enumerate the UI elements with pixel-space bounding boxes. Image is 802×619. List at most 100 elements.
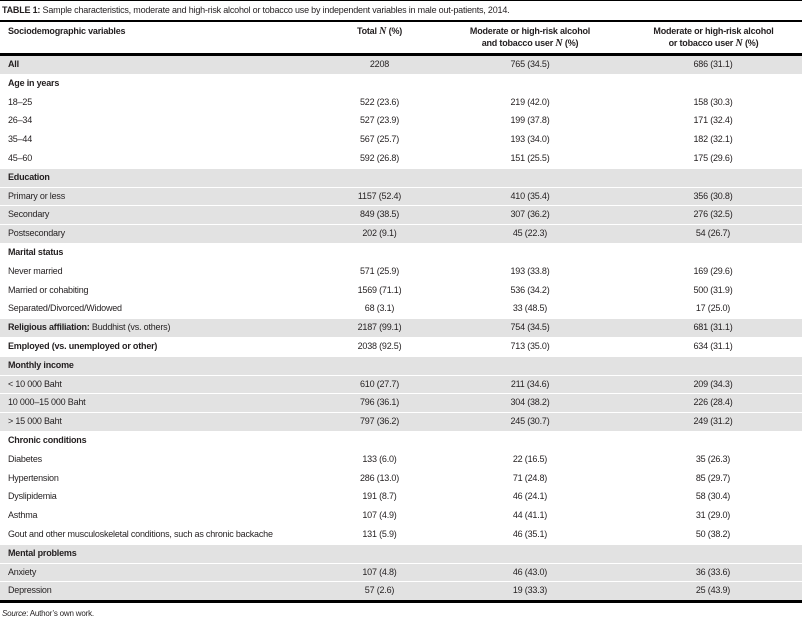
cell-value: 209 (34.3) (693, 378, 733, 389)
section-label: Mental problems (8, 547, 77, 558)
table-row: Employed (vs. unemployed or other) 2038 (… (0, 337, 802, 357)
table-row: Secondary 849 (38.5) 307 (36.2) 276 (32.5) (0, 205, 802, 225)
row-label: Postsecondary (8, 228, 65, 239)
table-row: All 2208 765 (34.5) 686 (31.1) (0, 54, 802, 75)
cell-value: 610 (27.7) (359, 378, 400, 389)
row-label: Secondary (8, 209, 50, 220)
table-row: Asthma 107 (4.9) 44 (41.1) 31 (29.0) (0, 507, 802, 526)
cell-value: 107 (4.9) (362, 510, 397, 521)
cell-value (457, 74, 603, 93)
section-label: Age in years (8, 77, 60, 88)
cell-value (603, 168, 802, 187)
row-label: Asthma (8, 510, 38, 521)
table-row: Hypertension 286 (13.0) 71 (24.8) 85 (29.7) (0, 469, 802, 488)
section-label: Marital status (8, 246, 64, 257)
cell-value: 151 (25.5) (510, 152, 550, 163)
row-label: Depression (8, 585, 52, 596)
table-row: 18–25 522 (23.6) 219 (42.0) 158 (30.3) (0, 93, 802, 112)
row-label: 35–44 (8, 134, 33, 145)
cell-value (302, 356, 457, 375)
math-n-symbol: N (735, 37, 743, 49)
cell-value: 131 (5.9) (362, 528, 397, 539)
math-n-symbol: N (555, 37, 563, 49)
cell-value: 33 (48.5) (512, 303, 548, 314)
row-label: Employed (vs. unemployed or other) (8, 340, 158, 351)
row-label: Religious affiliation: Buddhist (vs. oth… (8, 322, 171, 333)
table-body: All 2208 765 (34.5) 686 (31.1) Age in years 1… (0, 54, 802, 602)
cell-value: 1157 (52.4) (357, 190, 402, 201)
cell-value: 58 (30.4) (695, 491, 731, 502)
cell-value: 2187 (99.1) (357, 322, 402, 333)
col-header-total: Total N (%) (302, 22, 457, 56)
cell-value: 50 (38.2) (695, 528, 731, 539)
cell-value: 500 (31.9) (693, 284, 733, 295)
cell-value: 158 (30.3) (693, 96, 733, 107)
row-label: > 15 000 Baht (8, 416, 62, 427)
cell-value: 249 (31.2) (693, 416, 733, 427)
cell-value: 356 (30.8) (693, 190, 733, 201)
cell-value: 410 (35.4) (510, 190, 550, 201)
row-label: Gout and other musculoskeletal condition… (8, 528, 273, 539)
cell-value: 796 (36.1) (359, 397, 400, 408)
cell-value: 2208 (369, 59, 390, 69)
cell-value (302, 431, 457, 450)
source-label: Source (2, 609, 27, 619)
cell-value (603, 356, 802, 375)
cell-value: 182 (32.1) (693, 134, 733, 145)
table-row: Anxiety 107 (4.8) 46 (43.0) 36 (33.6) (0, 563, 802, 582)
cell-value: 107 (4.8) (362, 566, 397, 577)
cell-value (302, 544, 457, 563)
cell-value: 634 (31.1) (693, 340, 733, 351)
data-table: Sociodemographic variables Total N (%) M… (0, 22, 802, 603)
table-row: Dyslipidemia 191 (8.7) 46 (24.1) 58 (30.4) (0, 488, 802, 507)
cell-value: 193 (33.8) (510, 265, 550, 276)
section-label: Education (8, 171, 50, 182)
table-row: Religious affiliation: Buddhist (vs. oth… (0, 318, 802, 338)
cell-value: 25 (43.9) (695, 585, 731, 596)
cell-value: 686 (31.1) (693, 59, 733, 69)
cell-value: 286 (13.0) (359, 472, 400, 483)
cell-value: 31 (29.0) (695, 510, 731, 521)
cell-value: 527 (23.9) (359, 115, 400, 126)
cell-value: 849 (38.5) (359, 209, 400, 220)
row-label: Married or cohabiting (8, 284, 89, 295)
cell-value: 36 (33.6) (695, 566, 731, 577)
cell-value: 307 (36.2) (510, 209, 550, 220)
cell-value: 211 (34.6) (510, 378, 550, 389)
cell-value: 169 (29.6) (693, 265, 733, 276)
cell-value: 85 (29.7) (695, 472, 731, 483)
cell-value: 57 (2.6) (364, 585, 395, 596)
cell-value: 571 (25.9) (359, 265, 400, 276)
section-header-row: Age in years (0, 74, 802, 94)
table-row: Married or cohabiting 1569 (71.1) 536 (34.… (0, 281, 802, 300)
table-row: 10 000–15 000 Baht 796 (36.1) 304 (38.2) 22… (0, 393, 802, 413)
cell-value: 681 (31.1) (693, 322, 733, 333)
cell-value: 567 (25.7) (359, 134, 400, 145)
col-header-alcohol-or-tobacco: Moderate or high-risk alcohol or tobacco… (603, 22, 802, 56)
cell-value: 133 (6.0) (362, 453, 397, 464)
cell-value (457, 431, 603, 450)
row-label: < 10 000 Baht (8, 378, 62, 389)
cell-value (603, 431, 802, 450)
section-label: Monthly income (8, 359, 74, 370)
cell-value (457, 168, 603, 187)
section-header-row: Chronic conditions (0, 431, 802, 451)
cell-value: 199 (37.8) (510, 115, 550, 126)
cell-value: 175 (29.6) (693, 152, 733, 163)
source-text: : Author’s own work. (26, 609, 94, 619)
col-header-variables: Sociodemographic variables (0, 22, 302, 56)
cell-value: 45 (22.3) (512, 228, 548, 239)
table-row: Diabetes 133 (6.0) 22 (16.5) 35 (26.3) (0, 450, 802, 470)
row-label: 10 000–15 000 Baht (8, 397, 86, 408)
cell-value: 536 (34.2) (510, 284, 550, 295)
table-row: > 15 000 Baht 797 (36.2) 245 (30.7) 249 (31… (0, 412, 802, 432)
table-row: Postsecondary 202 (9.1) 45 (22.3) 54 (26.7) (0, 224, 802, 244)
source-note: Source: Author’s own work. (0, 603, 802, 619)
cell-value: 54 (26.7) (695, 228, 731, 239)
col-header-alcohol-and-tobacco: Moderate or high-risk alcohol and tobacc… (457, 22, 603, 56)
row-label: Primary or less (8, 190, 66, 201)
cell-value: 754 (34.5) (510, 322, 550, 333)
header-row: Sociodemographic variables Total N (%) M… (0, 22, 802, 56)
cell-value: 35 (26.3) (695, 453, 731, 464)
